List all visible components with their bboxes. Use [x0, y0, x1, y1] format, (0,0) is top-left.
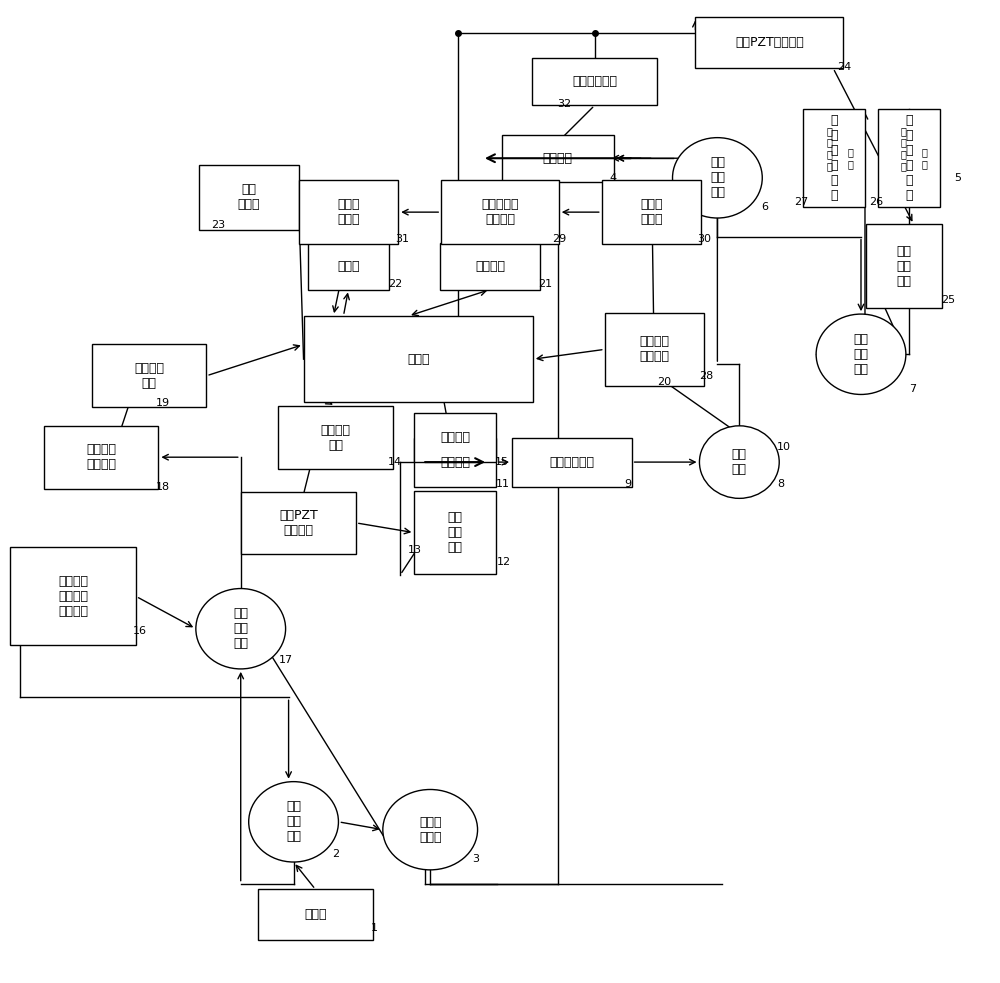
Text: 16: 16	[133, 626, 147, 636]
FancyBboxPatch shape	[866, 224, 942, 308]
Text: 3: 3	[472, 854, 479, 864]
FancyBboxPatch shape	[258, 890, 373, 941]
Text: 7: 7	[909, 383, 916, 393]
FancyBboxPatch shape	[605, 314, 704, 385]
Text: 27: 27	[794, 198, 808, 207]
Text: 5: 5	[954, 173, 961, 183]
Ellipse shape	[673, 138, 762, 218]
Text: 19: 19	[156, 398, 170, 408]
FancyBboxPatch shape	[92, 344, 206, 407]
Text: 耦第
合四
器光: 耦第 合四 器光	[853, 333, 868, 376]
FancyBboxPatch shape	[241, 492, 356, 554]
Text: 22: 22	[388, 279, 403, 289]
FancyBboxPatch shape	[602, 180, 701, 245]
Text: 第二PZT驱动电路: 第二PZT驱动电路	[735, 36, 804, 49]
Text: 第
旋
转
镜
法
拉: 第 旋 转 镜 法 拉	[905, 114, 913, 202]
Text: 泵浦源: 泵浦源	[304, 908, 327, 921]
Text: 23: 23	[211, 220, 225, 230]
Text: 25: 25	[941, 295, 955, 306]
Text: 可控
频率源: 可控 频率源	[237, 184, 260, 211]
Text: 模数转换
电路: 模数转换 电路	[134, 362, 164, 390]
Text: 基准电压电路: 基准电压电路	[572, 76, 617, 88]
Text: 1: 1	[370, 923, 377, 933]
Text: 第
旋
转
镜: 第 旋 转 镜	[901, 126, 907, 171]
Ellipse shape	[816, 315, 906, 394]
FancyBboxPatch shape	[414, 437, 496, 487]
Text: 耦第
合一
器光: 耦第 合一 器光	[286, 800, 301, 843]
Text: 布拉格光栅组: 布拉格光栅组	[549, 455, 594, 469]
Text: 4: 4	[610, 173, 617, 183]
Text: 第一PZT
驱动电路: 第一PZT 驱动电路	[279, 509, 318, 537]
Text: 第
旋
转
镜
法
拉: 第 旋 转 镜 法 拉	[830, 114, 838, 202]
Text: 26: 26	[869, 198, 883, 207]
Text: 20: 20	[658, 376, 672, 386]
Text: 9: 9	[625, 479, 632, 489]
FancyBboxPatch shape	[512, 437, 632, 487]
Text: 29: 29	[552, 234, 566, 244]
Text: 耦第
合二
器光: 耦第 合二 器光	[233, 607, 248, 650]
Text: 单片机: 单片机	[407, 353, 429, 366]
FancyBboxPatch shape	[10, 548, 136, 646]
FancyBboxPatch shape	[44, 426, 158, 489]
FancyBboxPatch shape	[414, 492, 496, 574]
FancyBboxPatch shape	[441, 180, 559, 245]
FancyBboxPatch shape	[304, 317, 533, 402]
Ellipse shape	[196, 589, 286, 668]
FancyBboxPatch shape	[414, 413, 496, 462]
Text: 14: 14	[388, 457, 402, 467]
Text: 第二光电
转换电路: 第二光电 转换电路	[640, 335, 670, 364]
Ellipse shape	[383, 789, 478, 870]
Text: 30: 30	[697, 234, 711, 244]
Text: 6: 6	[761, 202, 768, 212]
Text: 17: 17	[279, 655, 293, 665]
FancyBboxPatch shape	[532, 58, 657, 105]
Text: 输入按键: 输入按键	[440, 432, 470, 444]
FancyBboxPatch shape	[440, 243, 540, 290]
Text: 光滤波器: 光滤波器	[440, 455, 470, 469]
Text: 10: 10	[777, 442, 791, 452]
Text: 21: 21	[538, 279, 552, 289]
FancyBboxPatch shape	[803, 109, 865, 207]
Text: 32: 32	[557, 99, 571, 109]
Text: 法
拉: 法 拉	[847, 147, 853, 169]
Text: 法
拉: 法 拉	[922, 147, 928, 169]
Text: 2: 2	[332, 849, 340, 859]
FancyBboxPatch shape	[278, 406, 393, 469]
Text: 电第
陶二
瓷压: 电第 陶二 瓷压	[896, 245, 911, 288]
Text: 第一光电
转换电路: 第一光电 转换电路	[86, 443, 116, 471]
Text: 24: 24	[837, 62, 851, 72]
FancyBboxPatch shape	[199, 165, 299, 230]
FancyBboxPatch shape	[878, 109, 940, 207]
Text: 电第
陶一
瓷压: 电第 陶一 瓷压	[448, 511, 463, 554]
Text: 31: 31	[395, 234, 409, 244]
Text: 8: 8	[777, 479, 784, 489]
Text: 数模转换
电路: 数模转换 电路	[320, 424, 350, 451]
Text: 28: 28	[699, 371, 714, 380]
Text: 18: 18	[156, 482, 170, 492]
Ellipse shape	[699, 426, 779, 498]
Text: 13: 13	[408, 546, 422, 555]
Text: 11: 11	[496, 479, 510, 489]
Text: 第
旋
转
镜: 第 旋 转 镜	[826, 126, 832, 171]
Text: 12: 12	[497, 557, 511, 567]
Text: 函数变
换电路: 函数变 换电路	[640, 199, 663, 226]
FancyBboxPatch shape	[308, 243, 389, 290]
Text: 自适应幅度
归一电路: 自适应幅度 归一电路	[481, 199, 519, 226]
Text: 显示屏: 显示屏	[337, 260, 360, 272]
Text: 无水乙醇
填充光子
晶体光纤: 无水乙醇 填充光子 晶体光纤	[58, 575, 88, 618]
Ellipse shape	[249, 781, 338, 862]
Text: 相位比
较电路: 相位比 较电路	[337, 199, 360, 226]
Text: 掺铒光纤: 掺铒光纤	[543, 151, 573, 165]
Text: 耦第
合三
器光: 耦第 合三 器光	[710, 156, 725, 200]
FancyBboxPatch shape	[502, 135, 614, 182]
Text: 串口通信: 串口通信	[475, 260, 505, 272]
Text: 15: 15	[495, 457, 509, 467]
FancyBboxPatch shape	[299, 180, 398, 245]
Text: 光波分
复用器: 光波分 复用器	[419, 816, 441, 843]
Text: 光环
行器: 光环 行器	[732, 448, 747, 476]
FancyBboxPatch shape	[695, 17, 843, 68]
